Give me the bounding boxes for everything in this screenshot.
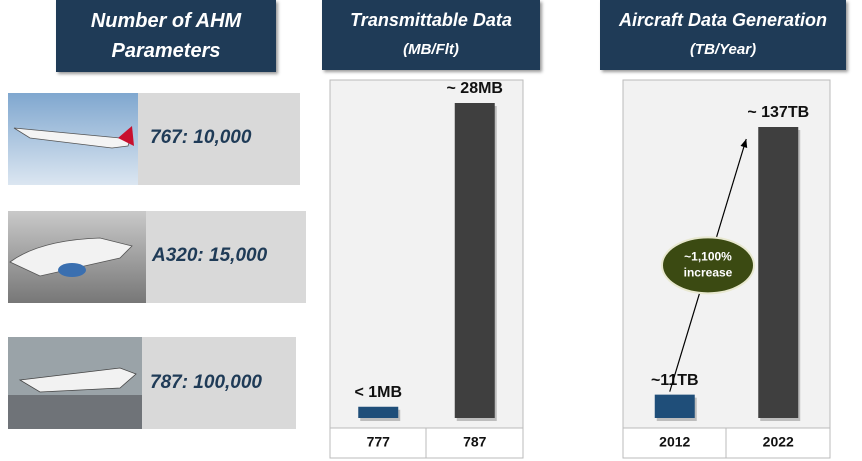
param-item: 767: 10,000 <box>150 127 252 148</box>
tarmac <box>8 395 142 429</box>
arrow-head <box>740 139 748 148</box>
header: Transmittable Data (MB/Flt) <box>322 0 540 70</box>
plane-tail <box>118 126 134 146</box>
header-subtitle: (MB/Flt) <box>403 41 459 58</box>
annotation: increase <box>684 265 733 279</box>
plane-icon <box>18 367 137 393</box>
annotation: ~1,100% <box>684 249 732 263</box>
bar <box>358 406 399 418</box>
plane-icon <box>9 237 133 277</box>
header-subtitle: (TB/Year) <box>689 41 757 58</box>
bar <box>758 127 799 418</box>
header: Aircraft Data Generation (TB/Year) <box>600 0 846 70</box>
value-label: ~ 28MB <box>447 80 503 97</box>
bar <box>654 394 695 418</box>
header-title: Aircraft Data Generation <box>618 10 828 30</box>
plane-engine <box>58 263 86 277</box>
value-label: ~ 137TB <box>747 104 809 121</box>
header-title: Number of AHM Parameters <box>90 10 242 62</box>
param-rows: 767: 10,000 A320: 15,000 787: 100,000 <box>8 93 306 429</box>
x-tick-label: 787 <box>463 434 487 450</box>
param-item: 787: 100,000 <box>150 372 262 393</box>
x-tick-label: 2022 <box>763 434 794 450</box>
header: Number of AHM Parameters <box>56 0 276 72</box>
value-label: ~11TB <box>651 372 699 389</box>
x-tick-label: 777 <box>367 434 391 450</box>
x-tick-label: 2012 <box>659 434 690 450</box>
bar <box>454 103 495 418</box>
header-title: Transmittable Data <box>350 10 512 30</box>
value-label: < 1MB <box>354 384 402 401</box>
annotation-bubble <box>661 236 755 295</box>
param-item: A320: 15,000 <box>151 245 268 266</box>
